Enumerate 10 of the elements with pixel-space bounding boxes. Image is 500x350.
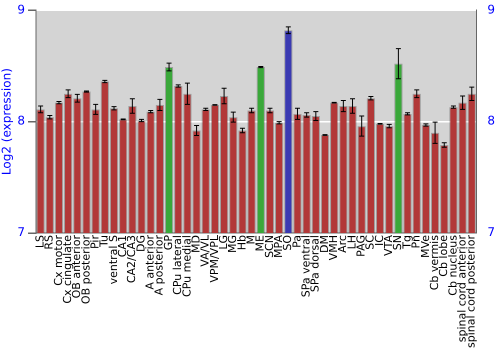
y2-tick-label: 8 <box>487 114 496 128</box>
y-tick-label: 9 <box>17 2 26 16</box>
y-tick-label: 8 <box>17 114 26 128</box>
y-axis-title: Log2 (expression) <box>0 68 14 176</box>
y-tick-label: 7 <box>17 225 26 240</box>
x-tick-label: OB posterior <box>79 234 92 304</box>
x-tick-label: spinal cord posterior <box>464 234 478 348</box>
y2-tick-label: 7 <box>487 225 496 240</box>
x-tick-label: Tg <box>400 235 414 250</box>
y2-tick-label: 9 <box>487 2 496 16</box>
